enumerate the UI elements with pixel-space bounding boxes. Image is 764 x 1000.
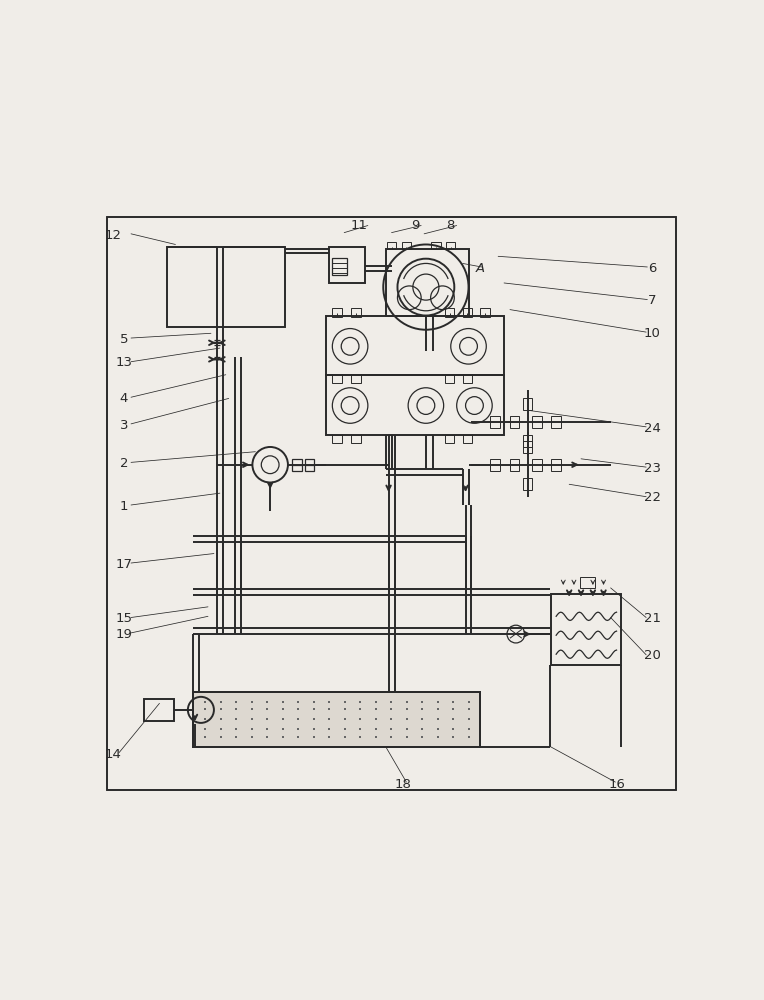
Bar	[329, 247, 365, 283]
Text: 15: 15	[115, 612, 132, 625]
Bar	[445, 375, 455, 383]
Bar	[332, 258, 347, 275]
Bar	[431, 242, 441, 249]
Text: 12: 12	[105, 229, 121, 242]
Bar	[533, 416, 542, 428]
Bar	[523, 398, 533, 410]
Text: 17: 17	[115, 558, 132, 571]
Bar	[351, 308, 361, 317]
Text: 2: 2	[120, 457, 128, 470]
Bar	[552, 416, 561, 428]
Text: 21: 21	[643, 612, 661, 625]
Bar	[523, 435, 533, 447]
Bar	[463, 308, 472, 317]
Text: 20: 20	[643, 649, 661, 662]
Bar	[552, 459, 561, 471]
Text: 3: 3	[120, 419, 128, 432]
Bar	[332, 308, 342, 317]
Bar	[463, 375, 472, 383]
Text: 10: 10	[643, 327, 661, 340]
Bar	[167, 247, 285, 327]
Bar	[510, 459, 520, 471]
Text: 8: 8	[447, 219, 455, 232]
Text: 9: 9	[411, 219, 419, 232]
Bar	[445, 308, 455, 317]
Bar	[510, 416, 520, 428]
Polygon shape	[242, 459, 249, 471]
Bar	[523, 478, 533, 490]
Bar	[552, 594, 621, 665]
Text: 19: 19	[115, 628, 132, 641]
Text: 11: 11	[351, 219, 367, 232]
Bar	[490, 459, 500, 471]
Bar	[490, 416, 500, 428]
Text: 7: 7	[648, 294, 656, 307]
Bar	[402, 242, 411, 249]
Bar	[386, 249, 468, 316]
Bar	[332, 375, 342, 383]
Bar	[446, 242, 455, 249]
Bar	[523, 441, 533, 453]
Bar	[351, 375, 361, 383]
Text: 1: 1	[120, 500, 128, 513]
Text: 16: 16	[608, 778, 625, 791]
Text: 13: 13	[115, 356, 132, 369]
Bar	[292, 459, 302, 471]
Text: 6: 6	[648, 262, 656, 275]
Text: 24: 24	[643, 422, 661, 435]
Bar	[387, 242, 397, 249]
Bar	[445, 435, 455, 443]
Bar	[351, 435, 361, 443]
Bar	[193, 692, 481, 747]
Text: A: A	[476, 262, 485, 275]
Bar	[193, 692, 481, 747]
Text: 5: 5	[120, 333, 128, 346]
Text: 4: 4	[120, 392, 128, 405]
Bar	[144, 699, 173, 721]
Bar	[481, 308, 490, 317]
Text: 22: 22	[643, 491, 661, 504]
Bar	[332, 435, 342, 443]
Text: 14: 14	[105, 748, 121, 761]
Text: 18: 18	[395, 778, 412, 791]
Bar	[580, 577, 594, 588]
Bar	[326, 316, 504, 375]
Bar	[533, 459, 542, 471]
Bar	[305, 459, 314, 471]
Text: 23: 23	[643, 462, 661, 475]
Bar	[326, 375, 504, 435]
Bar	[463, 435, 472, 443]
